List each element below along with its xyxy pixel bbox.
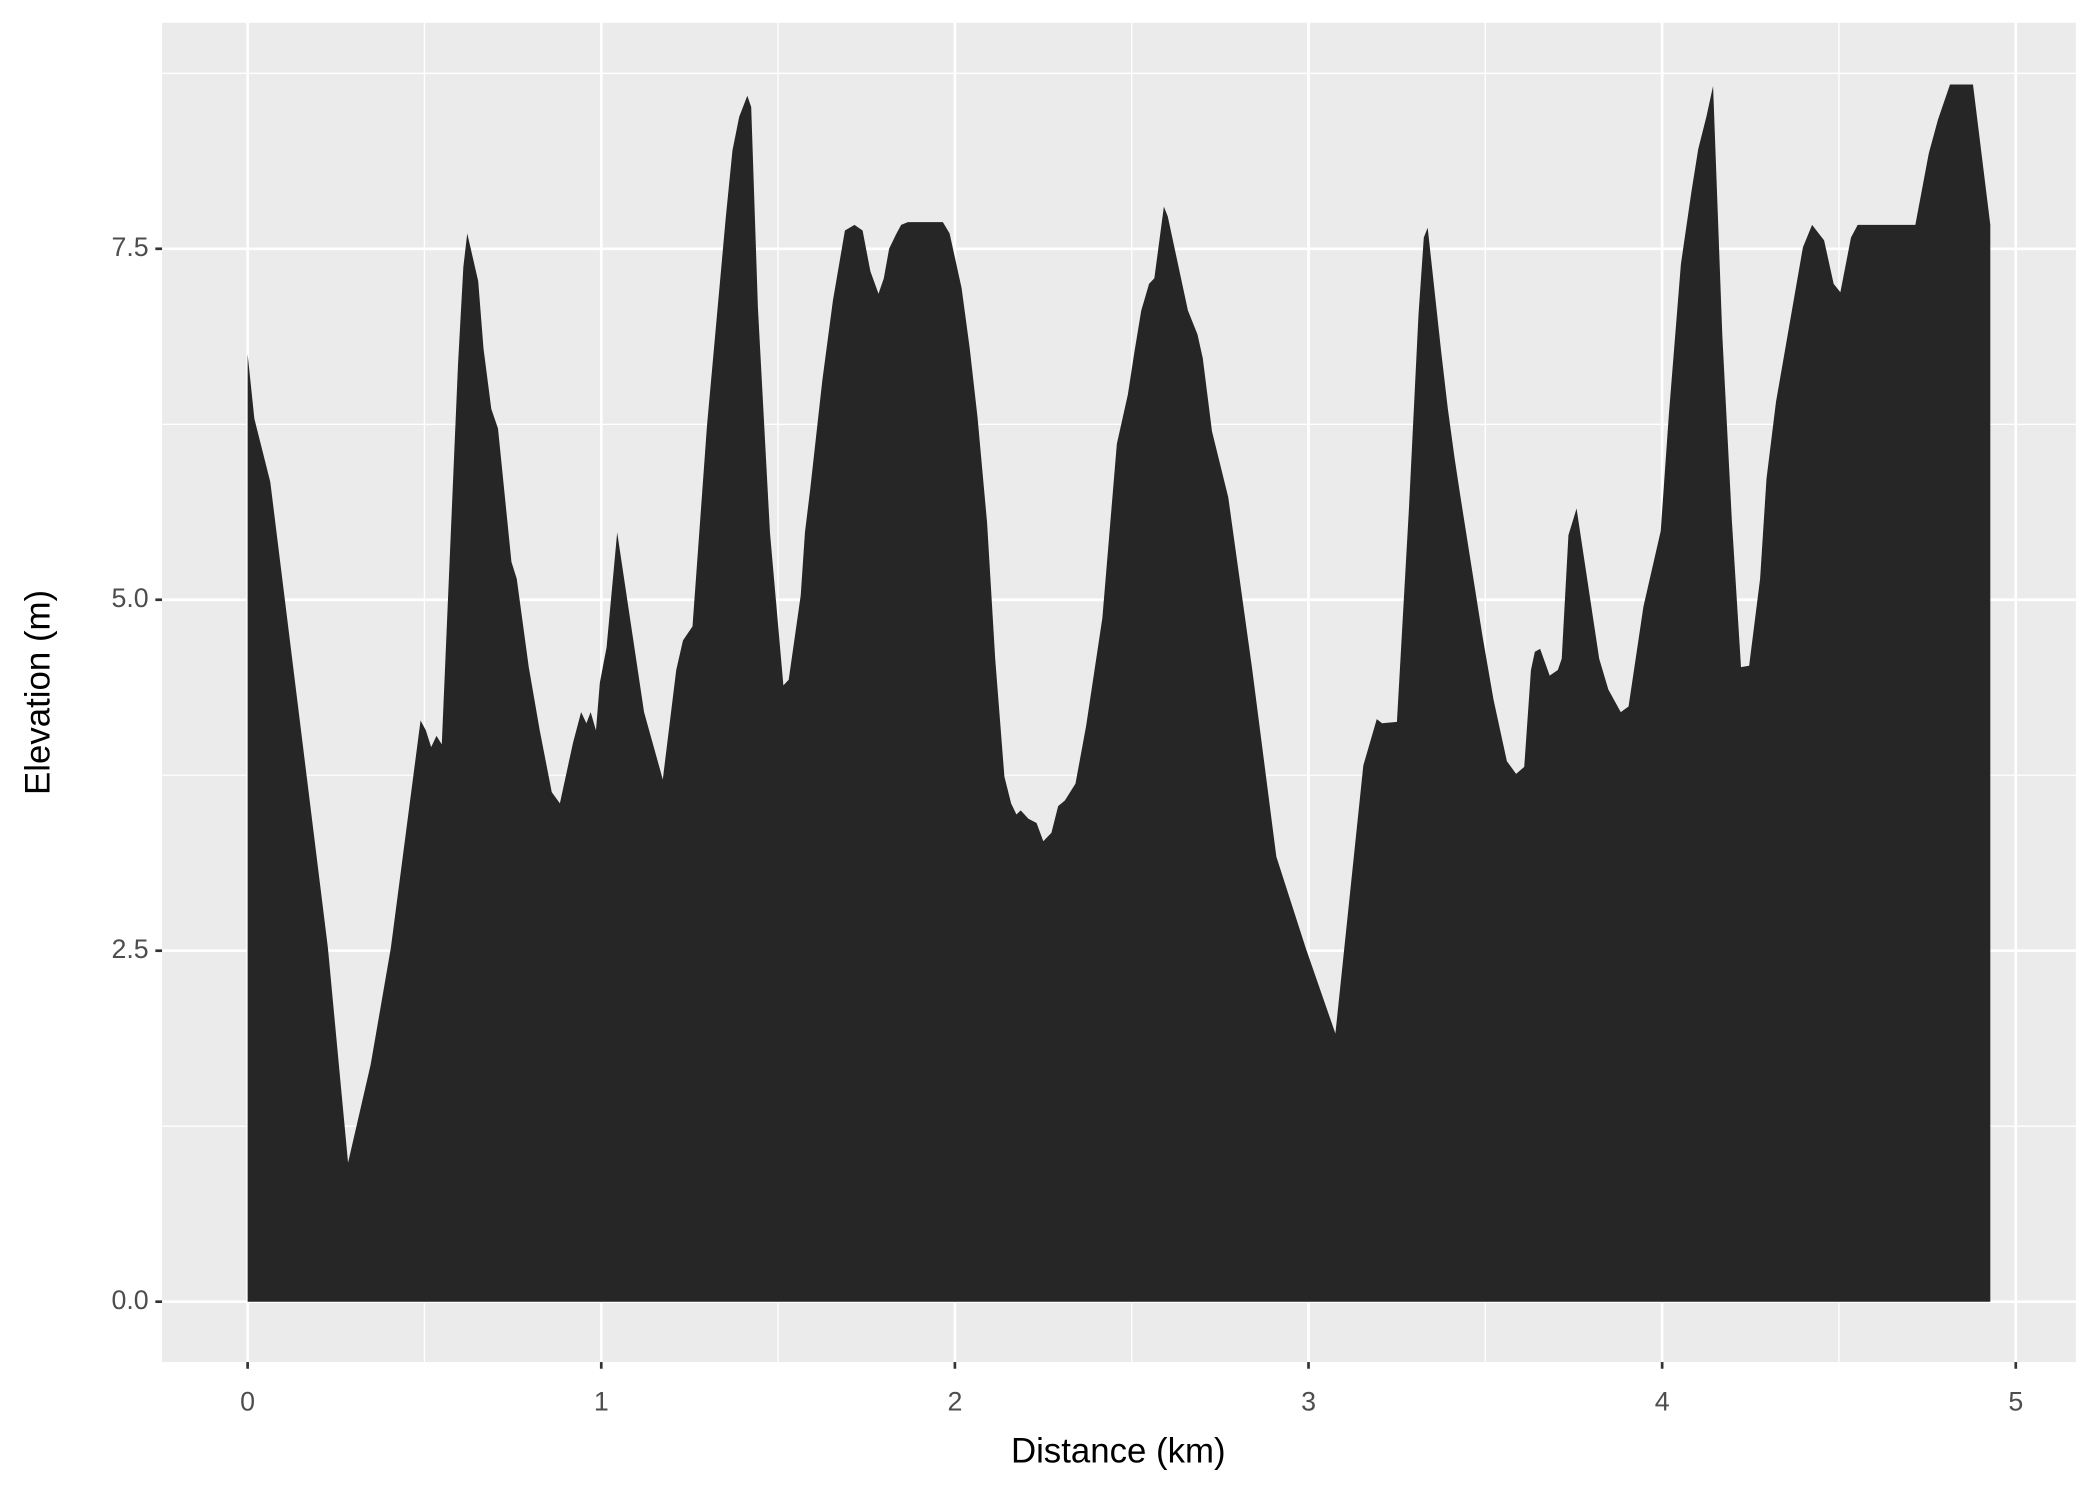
y-tick-label: 7.5 xyxy=(111,232,148,262)
y-tick-label: 5.0 xyxy=(111,583,148,613)
x-tick-label: 2 xyxy=(947,1387,962,1417)
x-tick-label: 4 xyxy=(1655,1387,1670,1417)
y-tick-label: 2.5 xyxy=(111,934,148,964)
area xyxy=(247,84,1991,1302)
marks xyxy=(247,84,1991,1302)
x-axis-title: Distance (km) xyxy=(1011,1431,1226,1470)
axes: 0 1 2 3 4 5 0.0 2.5 5.0 7.5 xyxy=(111,232,2023,1417)
x-tick-label: 5 xyxy=(2008,1387,2023,1417)
x-tick-label: 1 xyxy=(594,1387,609,1417)
y-tick-label: 0.0 xyxy=(111,1285,148,1315)
x-tick-label: 3 xyxy=(1301,1387,1316,1417)
x-tick-label: 0 xyxy=(240,1387,255,1417)
y-axis-title: Elevation (m) xyxy=(18,590,57,795)
